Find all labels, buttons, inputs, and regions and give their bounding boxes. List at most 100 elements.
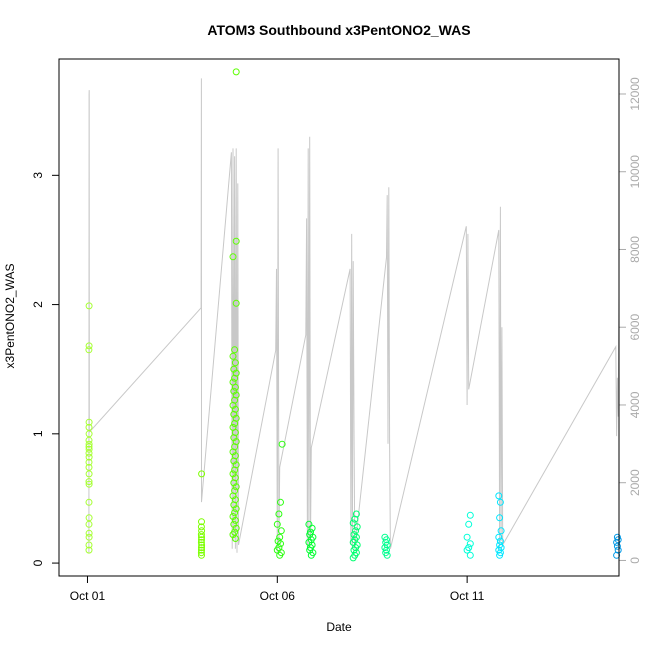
data-point (85, 478, 93, 486)
data-point (273, 520, 281, 528)
data-point (231, 383, 239, 391)
data-point (198, 541, 206, 549)
data-point (85, 342, 93, 350)
y2-tick-label: 10000 (628, 155, 642, 189)
data-point (466, 551, 474, 559)
data-point (465, 520, 473, 528)
data-point (613, 542, 621, 550)
data-point (85, 418, 93, 426)
y2-tick-label: 6000 (628, 314, 642, 341)
y2-tick-label: 4000 (628, 391, 642, 418)
plot-frame (58, 58, 620, 577)
data-point (231, 420, 239, 427)
data-point (229, 492, 237, 500)
data-point (197, 531, 205, 539)
data-point (277, 527, 285, 535)
data-point (85, 514, 93, 522)
x-tick-label: Oct 11 (450, 589, 485, 603)
data-point (85, 529, 93, 537)
data-point (85, 440, 93, 448)
data-point (229, 352, 237, 360)
data-point (383, 551, 391, 559)
data-point (198, 551, 205, 559)
data-point (197, 523, 205, 531)
data-point (198, 518, 205, 526)
data-point (232, 237, 240, 245)
x-tick-label: Oct 01 (70, 589, 106, 603)
data-point (277, 498, 284, 506)
x-axis-label: Date (326, 620, 352, 634)
data-point (496, 551, 504, 559)
data-point (232, 299, 240, 307)
chart-title: ATOM3 Southbound x3PentONO2_WAS (207, 22, 470, 38)
data-point (198, 546, 205, 554)
data-point (197, 549, 205, 557)
data-point (231, 466, 239, 474)
y-tick-label: 2 (31, 301, 45, 308)
data-point (349, 554, 357, 562)
data-point (231, 509, 239, 517)
data-point (85, 520, 93, 528)
data-point (85, 533, 93, 541)
y2-tick-label: 12000 (628, 77, 642, 111)
y-tick-label: 1 (31, 430, 45, 437)
data-point (276, 551, 284, 559)
data-point (231, 516, 239, 524)
data-point (613, 551, 621, 559)
data-point (463, 533, 471, 541)
data-point (232, 68, 240, 76)
data-point (231, 359, 239, 367)
data-point (230, 457, 238, 465)
data-point (496, 498, 504, 506)
data-point (85, 346, 93, 354)
data-point (230, 387, 238, 395)
data-point (496, 537, 504, 545)
data-point (463, 546, 471, 554)
data-point (466, 540, 474, 548)
data-point (232, 524, 240, 532)
x-tick-label: Oct 06 (260, 589, 296, 603)
data-point (307, 551, 315, 559)
data-point (278, 440, 286, 448)
altitude-line (88, 78, 620, 553)
y2-tick-label: 2000 (628, 469, 642, 496)
data-point (197, 538, 205, 546)
data-point (231, 374, 239, 382)
data-point (85, 458, 93, 466)
data-point (275, 510, 283, 518)
data-point (353, 523, 361, 531)
data-point (85, 546, 93, 554)
data-point (351, 515, 359, 523)
data-point (496, 514, 504, 522)
data-point (85, 480, 93, 488)
data-point (231, 535, 239, 542)
y2-tick-label: 8000 (628, 236, 642, 263)
data-point (276, 533, 284, 541)
y-tick-label: 3 (31, 172, 45, 179)
data-point (198, 536, 205, 544)
data-point (229, 253, 237, 261)
data-point (85, 498, 93, 506)
altitude-line-layer (88, 78, 620, 553)
data-point (85, 453, 93, 461)
data-point (232, 483, 240, 491)
data-point (232, 505, 240, 513)
data-point (231, 346, 239, 354)
data-point (308, 524, 316, 532)
data-point (613, 538, 621, 546)
y2-tick-label: 0 (628, 557, 642, 564)
data-point (85, 302, 93, 310)
data-point (277, 540, 284, 548)
data-point (198, 533, 205, 541)
data-point (495, 533, 503, 541)
data-point (198, 470, 206, 478)
y-axis-label: x3PentONO2_WAS (3, 264, 17, 369)
data-point (85, 470, 93, 478)
data-point (85, 430, 93, 438)
y-tick-label: 0 (31, 559, 45, 566)
data-point (85, 541, 93, 549)
data-point (349, 519, 357, 527)
data-point (497, 527, 505, 535)
